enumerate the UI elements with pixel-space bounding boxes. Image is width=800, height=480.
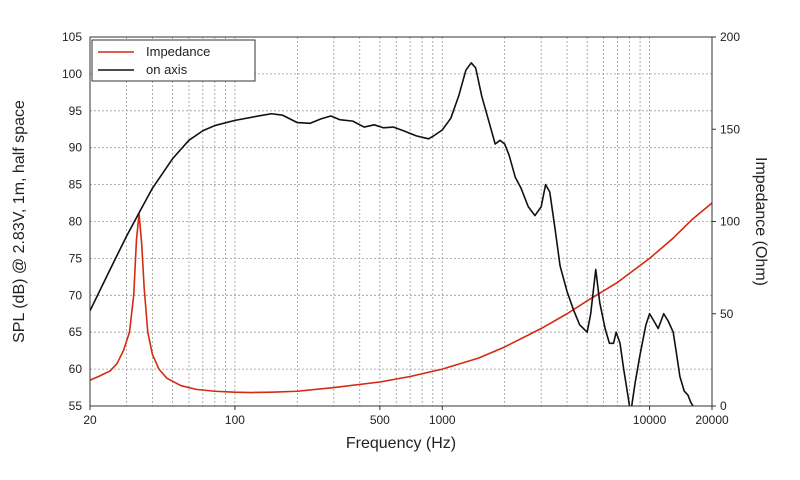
right-y-axis-title: Impedance (Ohm)	[752, 157, 769, 286]
x-tick-label: 20000	[695, 413, 729, 427]
left-y-tick-label: 70	[69, 288, 83, 302]
right-y-tick-label: 0	[720, 399, 727, 413]
series-line-on-axis-segment-2	[630, 312, 694, 407]
tick-labels: 20 100 500 1000 10000 20000556065707580859095…	[62, 30, 740, 427]
left-y-tick-label: 85	[69, 178, 83, 192]
grid	[89, 37, 713, 406]
series-line-on-axis	[89, 62, 631, 407]
left-y-tick-label: 55	[69, 399, 83, 413]
series-line-impedance	[89, 202, 713, 394]
left-y-tick-label: 100	[62, 67, 82, 81]
left-y-tick-label: 90	[69, 141, 83, 155]
left-y-tick-label: 75	[69, 251, 83, 265]
legend: Impedance on axis	[91, 39, 256, 82]
legend-box	[91, 39, 256, 82]
x-tick-label: 500	[370, 413, 390, 427]
left-y-tick-label: 80	[69, 215, 83, 229]
left-y-tick-label: 60	[69, 362, 83, 376]
x-tick-label: 1000	[429, 413, 456, 427]
right-y-tick-label: 200	[720, 30, 740, 44]
legend-label-impedance: Impedance	[146, 44, 210, 59]
left-y-tick-label: 95	[69, 104, 83, 118]
right-y-tick-label: 150	[720, 122, 740, 136]
series-layer	[89, 62, 713, 407]
x-tick-label: 100	[225, 413, 245, 427]
legend-label-on-axis: on axis	[146, 62, 188, 77]
left-y-axis-title: SPL (dB) @ 2.83V, 1m, half space	[11, 100, 28, 343]
x-tick-label: 20	[83, 413, 97, 427]
left-y-tick-label: 65	[69, 325, 83, 339]
left-y-tick-label: 105	[62, 30, 82, 44]
x-axis-title: Frequency (Hz)	[346, 435, 456, 452]
x-tick-label: 10000	[633, 413, 667, 427]
right-y-tick-label: 100	[720, 215, 740, 229]
right-y-tick-label: 50	[720, 307, 734, 321]
